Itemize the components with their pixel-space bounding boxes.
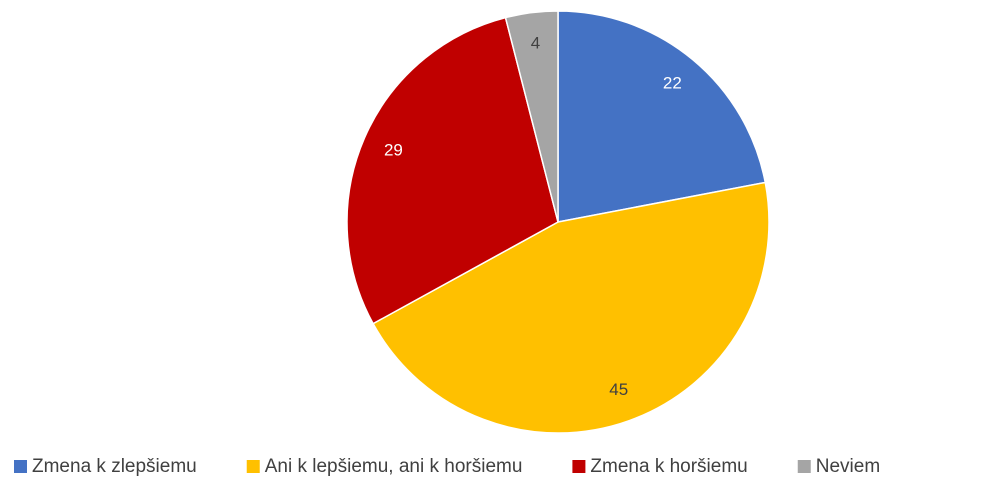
legend-swatch — [246, 460, 260, 473]
legend-label: Neviem — [816, 456, 880, 477]
data-label: 22 — [663, 73, 682, 92]
pie-slice — [346, 16, 559, 325]
legend-label: Zmena k horšiemu — [590, 456, 747, 477]
legend-label: Ani k lepšiemu, ani k horšiemu — [265, 456, 523, 477]
data-label: 29 — [384, 140, 403, 159]
data-label: 4 — [531, 34, 540, 53]
pie-slice — [557, 10, 767, 223]
legend-swatch — [797, 460, 811, 473]
legend-swatch — [572, 460, 586, 473]
legend-swatch — [14, 460, 27, 473]
data-label: 45 — [609, 380, 628, 399]
pie-slice — [372, 181, 770, 434]
pie-slice — [504, 10, 559, 223]
legend-label: Zmena k zlepšiemu — [32, 456, 197, 477]
